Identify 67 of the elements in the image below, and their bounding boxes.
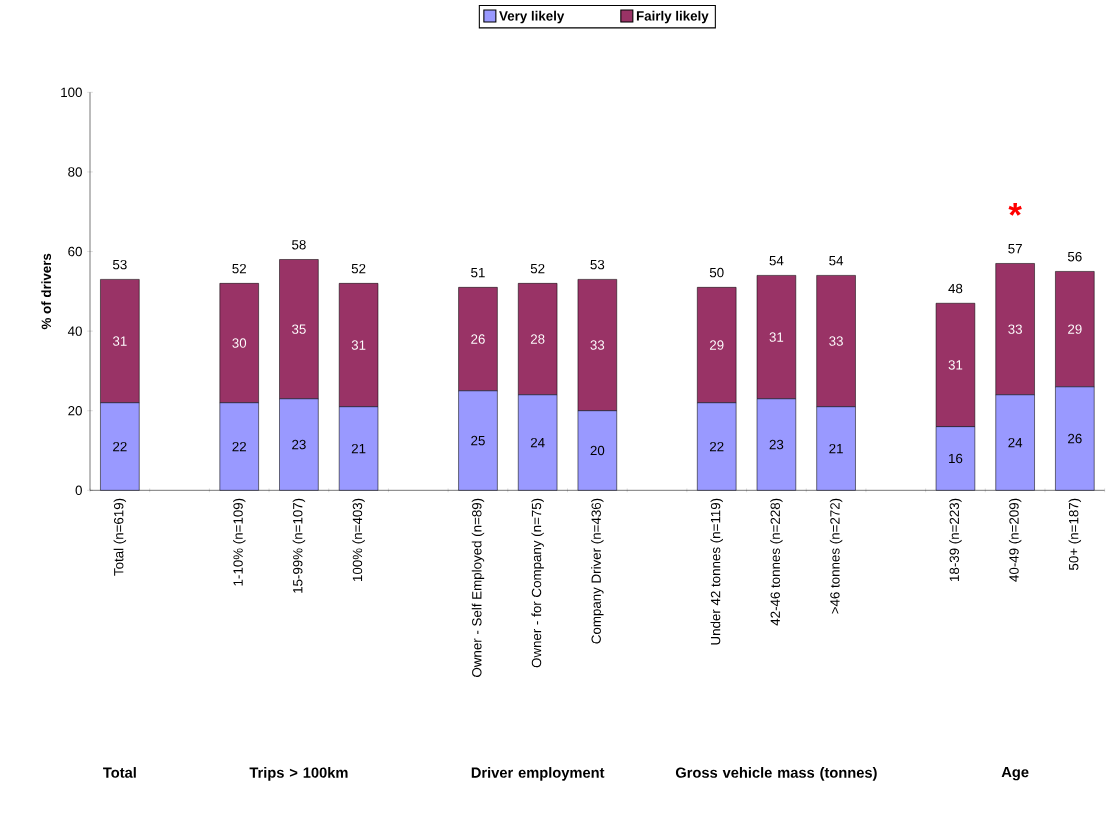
data-label: 33 (1008, 324, 1022, 334)
total-label: 52 (530, 263, 545, 274)
y-tick-label: 60 (68, 246, 82, 257)
data-label: 21 (351, 443, 366, 454)
data-label: 22 (113, 441, 127, 452)
data-label: 26 (1068, 433, 1082, 444)
legend-label: Very likely (499, 10, 565, 24)
text: Driver employment (471, 767, 605, 781)
text: Trips > 100km (249, 767, 348, 781)
x-tick-label: Company Driver (n=436) (591, 498, 604, 644)
data-label: 31 (351, 340, 366, 350)
y-axis-title: % of drivers (41, 253, 52, 330)
data-label: 29 (1068, 324, 1082, 334)
total-label: 53 (590, 259, 605, 270)
total-label: 51 (471, 267, 485, 278)
x-tick-label: Owner - for Company (n=75) (531, 498, 544, 668)
total-label: 50 (709, 267, 724, 278)
data-label: 33 (829, 336, 843, 346)
total-label: 54 (769, 256, 784, 266)
y-tick-label: 0 (75, 485, 82, 496)
x-tick-label: >46 tonnes (n=272) (829, 498, 843, 614)
x-tick-label: 50+ (n=187) (1068, 498, 1082, 570)
data-label: 21 (829, 443, 843, 454)
total-label: 52 (232, 263, 246, 274)
data-label: 20 (590, 445, 605, 456)
data-label: 26 (471, 334, 485, 344)
data-label: 24 (1008, 437, 1023, 448)
data-label: 25 (471, 435, 485, 446)
data-label: 33 (590, 340, 605, 350)
text: Gross vehicle mass (tonnes) (675, 767, 877, 781)
data-label: 24 (530, 437, 545, 448)
x-tick-label: 18-39 (n=223) (949, 498, 962, 581)
y-tick-label: 100 (61, 87, 82, 98)
data-label: 31 (112, 336, 127, 346)
x-tick-label: 40-49 (n=209) (1008, 498, 1022, 582)
total-label: 57 (1008, 244, 1022, 254)
data-label: 31 (948, 360, 963, 370)
y-tick-label: 40 (67, 326, 82, 336)
x-tick-label: Total (n=619) (113, 498, 127, 576)
data-label: 23 (292, 439, 306, 450)
total-label: 52 (351, 263, 366, 274)
x-tick-label: 15-99% (n=107) (292, 498, 306, 593)
data-label: 16 (949, 453, 963, 464)
data-label: 22 (709, 441, 724, 452)
x-tick-label: 100% (n=403) (352, 498, 365, 581)
total-label: 58 (292, 240, 306, 250)
x-tick-label: 1-10% (n=109) (233, 498, 246, 586)
x-tick-label: Owner - Self Employed (n=89) (471, 498, 485, 677)
x-tick-label: Under 42 tonnes (n=119) (710, 498, 723, 645)
data-label: 23 (769, 439, 784, 450)
x-tick-label: 42-46 tonnes (n=228) (770, 498, 783, 626)
data-label: 35 (292, 324, 306, 334)
y-tick-label: 20 (68, 406, 82, 416)
data-label: 29 (709, 340, 724, 350)
legend-label: Fairly likely (636, 10, 709, 24)
total-label: 56 (1067, 251, 1082, 262)
total-label: 48 (948, 283, 963, 294)
total-label: 53 (112, 259, 127, 270)
annotation: * (1008, 202, 1022, 216)
data-label: 28 (530, 334, 545, 344)
text: Age (1001, 767, 1029, 781)
data-label: 22 (232, 441, 246, 452)
data-label: 31 (769, 332, 784, 342)
text: Total (103, 767, 136, 778)
data-label: 30 (232, 338, 247, 348)
y-tick-label: 80 (68, 167, 82, 177)
total-label: 54 (829, 256, 844, 266)
